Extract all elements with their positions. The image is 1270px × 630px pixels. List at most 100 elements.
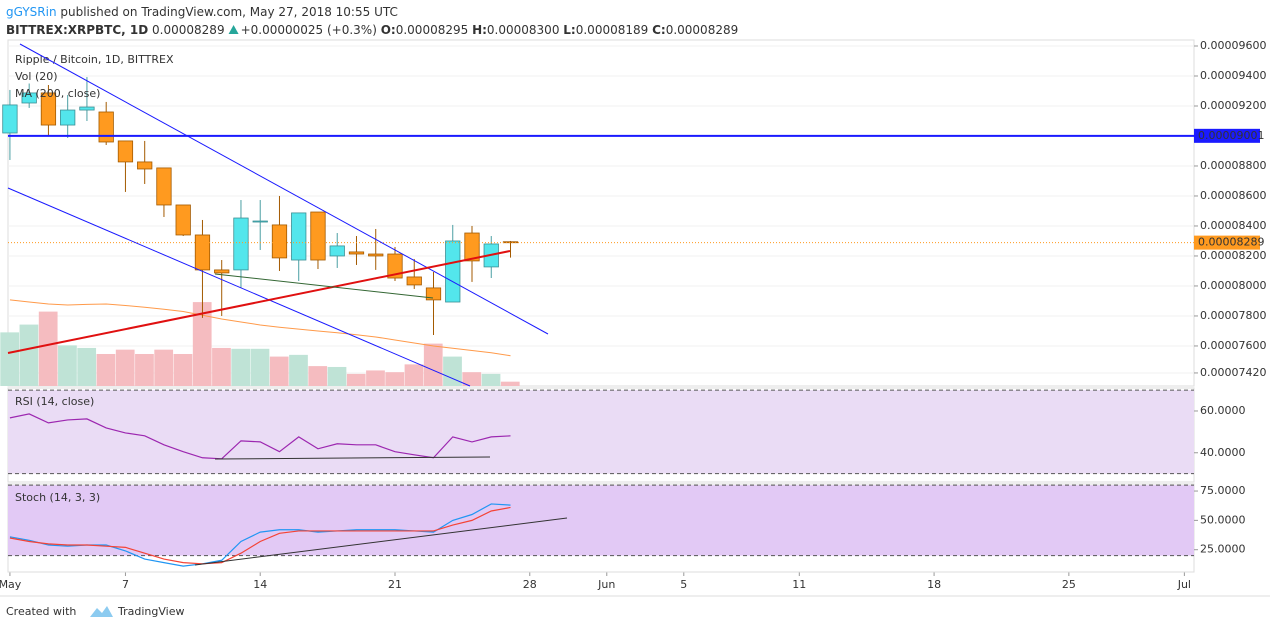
rsi-trend-line <box>214 456 491 460</box>
price: 0.00008289 <box>152 23 225 37</box>
volume-bar <box>289 354 308 386</box>
y-tick-label: 50.0000 <box>1200 513 1246 526</box>
header-line: gGYSRin published on TradingView.com, Ma… <box>6 5 398 19</box>
volume-bar <box>192 302 212 386</box>
y-tick-label: 25.0000 <box>1200 543 1246 556</box>
band-fill <box>8 485 1194 556</box>
volume-bar <box>173 353 193 386</box>
candle-body <box>2 104 18 134</box>
volume-bar <box>443 356 462 386</box>
volume-bar <box>327 366 347 386</box>
y-tick-label: 0.00008600 <box>1200 189 1266 202</box>
ohlc-value: 0.00008289 <box>666 23 739 37</box>
ohlc-key: C: <box>652 23 666 37</box>
volume-bar <box>115 349 135 386</box>
volume-bar <box>135 353 154 386</box>
trend-line <box>214 273 434 299</box>
change: +0.00000025 (+0.3%) <box>241 23 377 37</box>
price-tag-label: 0.00008289 <box>1198 236 1264 249</box>
ohlc-key: H: <box>472 23 487 37</box>
ohlc-value: 0.00008300 <box>487 23 560 37</box>
y-tick-label: 0.00009600 <box>1200 39 1266 52</box>
ohlc-value: 0.00008295 <box>396 23 469 37</box>
candle-body <box>271 224 288 259</box>
candle-body <box>40 92 57 126</box>
indicator-line <box>9 506 511 565</box>
panel-title: Stoch (14, 3, 3) <box>15 491 100 504</box>
channel-line <box>7 187 471 387</box>
footer-text: Created with <box>6 605 76 618</box>
x-tick-label: Jul <box>1177 578 1191 591</box>
candle-body <box>194 234 211 271</box>
y-tick-label: 0.00007800 <box>1200 309 1266 322</box>
volume-bar <box>308 366 328 386</box>
publisher: gGYSRin <box>6 5 57 19</box>
candle-body <box>310 211 326 261</box>
volume-bar <box>462 372 482 386</box>
volume-bar <box>77 347 97 386</box>
indicator-line <box>9 413 511 460</box>
brand-logo <box>90 606 113 617</box>
volume-bar <box>423 343 443 386</box>
volume-bar <box>269 356 289 386</box>
volume-bar <box>0 332 20 386</box>
symbol: BITTREX:XRPBTC, 1D <box>6 23 148 37</box>
x-tick-label: 18 <box>927 578 941 591</box>
candle-body <box>21 92 37 104</box>
price-tag <box>1194 235 1260 250</box>
candle-body <box>464 232 480 262</box>
y-tick-label: 0.00008400 <box>1200 219 1266 232</box>
drawings <box>7 43 568 566</box>
candle-body <box>79 106 95 111</box>
volume-bar <box>154 349 174 386</box>
y-tick-label: 40.0000 <box>1200 446 1246 459</box>
trend-line <box>7 250 511 354</box>
x-tick-label: Jun <box>597 578 615 591</box>
candle-body <box>252 220 268 223</box>
price-tag <box>1194 128 1260 143</box>
candle-body <box>214 269 230 274</box>
y-tick-label: 75.0000 <box>1200 484 1246 497</box>
y-tick-label: 0.00008200 <box>1200 249 1266 262</box>
y-tick-label: 0.00009400 <box>1200 69 1266 82</box>
stoch-trend-line <box>194 517 568 566</box>
ma-label: MA (200, close) <box>15 87 100 100</box>
symbol-line: BITTREX:XRPBTC, 1D 0.00008289 +0.00000025… <box>6 23 738 37</box>
x-tick-label: 11 <box>792 578 806 591</box>
y-tick-label: 0.00008000 <box>1200 279 1266 292</box>
y-tick-label: 0.00007600 <box>1200 339 1266 352</box>
volume-bar <box>38 311 58 386</box>
candle-body <box>156 167 172 206</box>
volume-bar <box>366 370 385 386</box>
volume-bar <box>58 345 77 386</box>
candle-body <box>406 276 422 286</box>
x-tick-label: 28 <box>523 578 537 591</box>
y-tick-label: 0.00007420 <box>1200 366 1266 379</box>
x-tick-label: 14 <box>253 578 267 591</box>
y-tick-label: 60.0000 <box>1200 404 1246 417</box>
x-tick-label: 5 <box>680 578 687 591</box>
volume-bar <box>404 364 424 386</box>
y-tick-label: 0.00008800 <box>1200 159 1266 172</box>
candle-body <box>291 212 307 261</box>
candle-body <box>98 111 114 143</box>
candle-body <box>117 140 134 163</box>
candle-body <box>368 253 384 257</box>
volume-bar <box>500 381 520 386</box>
candle-body <box>137 161 153 170</box>
volume-label: Vol (20) <box>15 70 58 83</box>
volume-bar <box>19 324 39 386</box>
x-tick-label: 25 <box>1062 578 1076 591</box>
candle-body <box>60 109 76 126</box>
volume-bar <box>250 348 270 386</box>
x-tick-label: May <box>0 578 22 591</box>
candle-body <box>175 204 191 236</box>
footer-brand: TradingView <box>117 605 184 618</box>
x-tick-label: 7 <box>122 578 129 591</box>
price-tag-label: 0.00009001 <box>1198 129 1264 142</box>
volume-bar <box>96 353 116 386</box>
volume-bar <box>385 372 405 386</box>
x-tick-label: 21 <box>388 578 402 591</box>
channel-line <box>19 43 549 335</box>
